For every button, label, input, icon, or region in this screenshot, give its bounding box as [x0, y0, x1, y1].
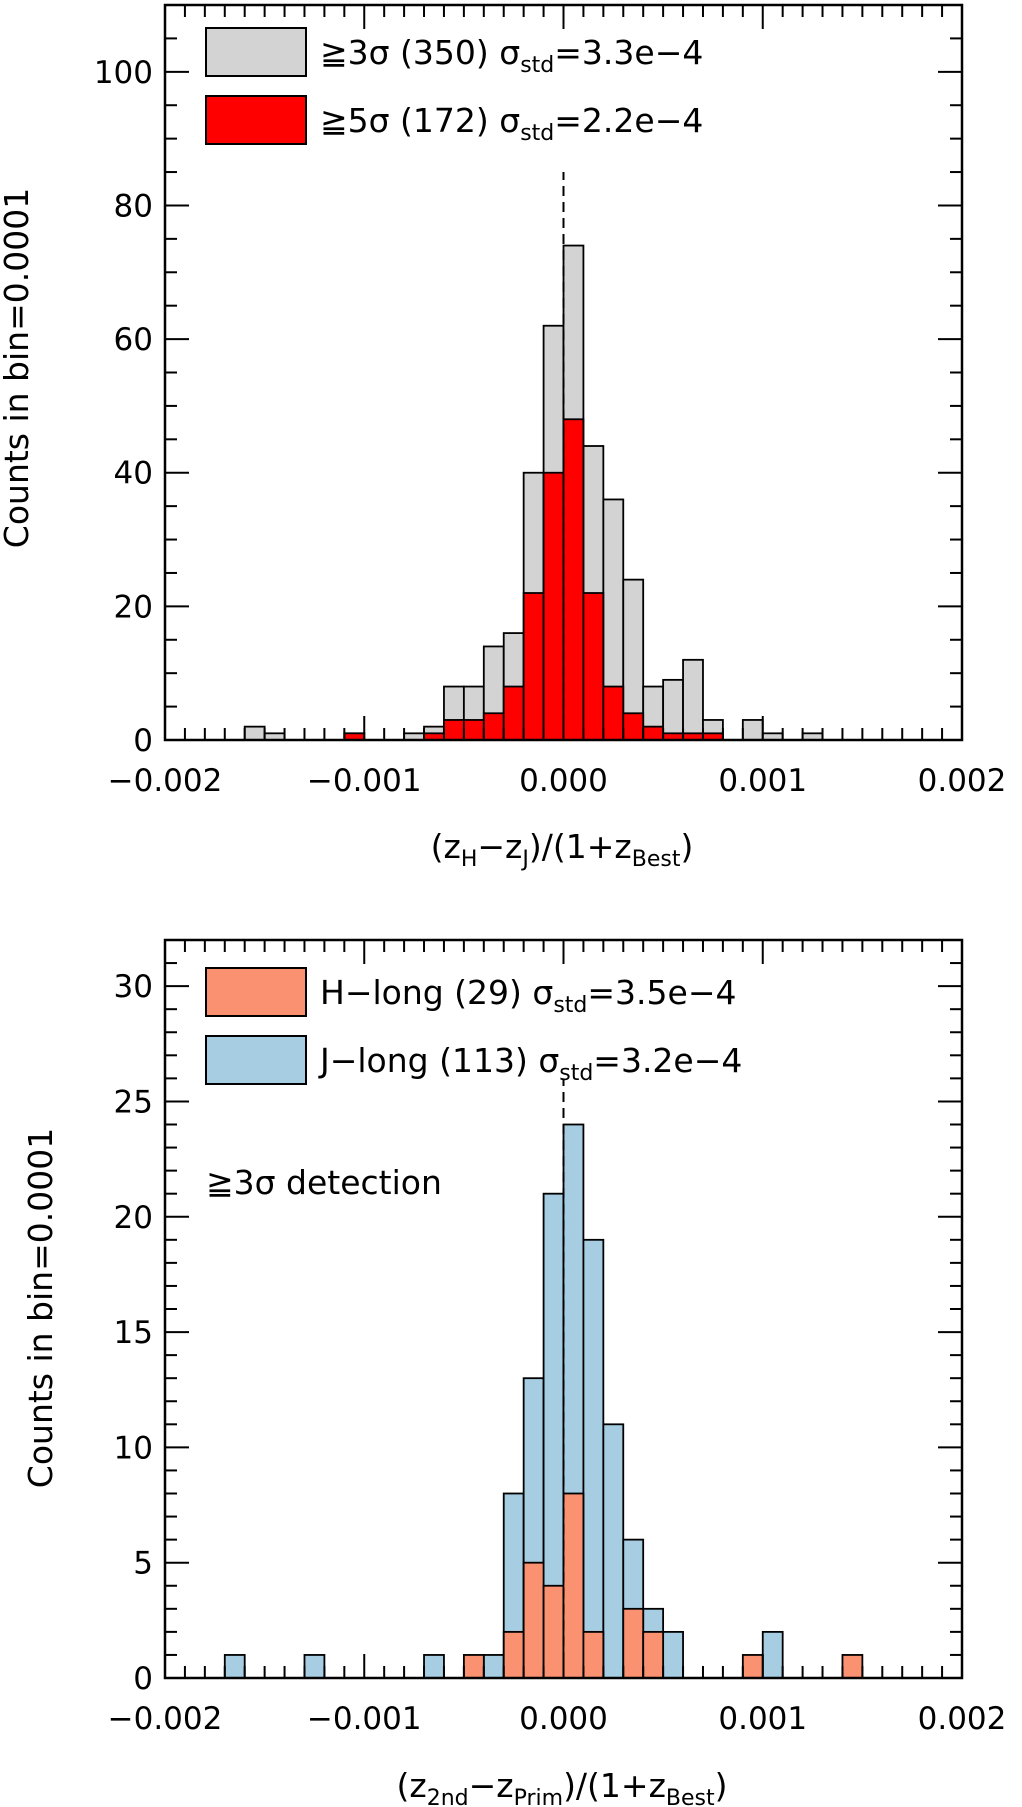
hist-bar-series-b — [482, 712, 505, 741]
x-tick-label: −0.001 — [307, 763, 422, 799]
x-tick-label: 0.002 — [918, 763, 1007, 799]
top-x-axis-title: (zH−zJ)/(1+zBest) — [431, 827, 694, 872]
y-tick-label: 20 — [114, 589, 153, 625]
x-tick-label: 0.000 — [519, 1701, 608, 1737]
hist-bar-series-b — [602, 685, 625, 741]
bottom-histogram-panel: H−long (29) σstd=3.5e−4 J−long (113) σst… — [21, 938, 1007, 1807]
detection-annotation: ≧3σ detection — [206, 1163, 442, 1202]
hist-bar-series-a — [602, 1423, 625, 1679]
y-tick-label: 15 — [114, 1315, 153, 1351]
hist-bar-series-a — [482, 1654, 505, 1679]
hist-bar-series-b — [522, 1561, 545, 1679]
bottom-legend: H−long (29) σstd=3.5e−4 J−long (113) σst… — [205, 967, 742, 1202]
hist-bar-series-b — [622, 1607, 645, 1679]
y-tick-label: 30 — [114, 969, 153, 1005]
y-tick-label: 0 — [133, 723, 153, 759]
hist-bar-series-a — [682, 658, 704, 741]
legend-swatch-h-long — [205, 967, 307, 1017]
x-tick-label: 0.001 — [718, 1701, 807, 1737]
hist-bar-series-b — [841, 1654, 864, 1679]
hist-bar-series-b — [542, 471, 565, 741]
legend-label-h-long: H−long (29) σstd=3.5e−4 — [320, 973, 736, 1018]
legend-label-3sigma: ≧3σ (350) σstd=3.3e−4 — [320, 33, 703, 78]
hist-bar-series-a — [662, 678, 684, 741]
hist-bar-series-b — [741, 1654, 764, 1679]
y-tick-label: 10 — [114, 1430, 153, 1466]
hist-bar-series-b — [522, 592, 545, 741]
hist-bar-series-b — [582, 592, 605, 741]
top-bars-layer — [243, 244, 824, 741]
legend-label-j-long: J−long (113) σstd=3.2e−4 — [318, 1041, 742, 1086]
legend-swatch-3sigma — [205, 27, 307, 77]
y-tick-label: 60 — [114, 322, 153, 358]
top-legend: ≧3σ (350) σstd=3.3e−4 ≧5σ (172) σstd=2.2… — [205, 27, 703, 146]
legend-swatch-5sigma — [205, 95, 307, 145]
legend-swatch-j-long — [205, 1035, 307, 1085]
hist-bar-series-b — [462, 719, 485, 741]
x-tick-label: 0.002 — [918, 1701, 1007, 1737]
bottom-axes: −0.002 −0.001 0.000 0.001 0.002 0 5 10 15 20 25 30 — [108, 938, 1007, 1737]
hist-bar-series-b — [462, 1654, 485, 1679]
y-tick-label: 20 — [114, 1200, 153, 1236]
x-tick-label: −0.001 — [307, 1701, 422, 1737]
hist-bar-series-a — [423, 1654, 445, 1679]
x-tick-label: 0.000 — [519, 763, 608, 799]
hist-bar-series-a — [243, 725, 266, 741]
x-tick-label: 0.001 — [718, 763, 807, 799]
hist-bar-series-b — [642, 725, 665, 741]
hist-bar-series-b — [582, 1630, 605, 1679]
top-axes: −0.002 −0.001 0.000 0.001 0.002 0 20 40 60 80 100 — [94, 3, 1007, 799]
y-tick-label: 80 — [114, 188, 153, 224]
hist-bar-series-b — [562, 418, 585, 741]
y-tick-label: 25 — [114, 1084, 153, 1120]
bottom-y-axis-title: Counts in bin=0.0001 — [21, 1128, 60, 1488]
legend-label-5sigma: ≧5σ (172) σstd=2.2e−4 — [320, 101, 703, 146]
x-tick-label: −0.002 — [108, 763, 223, 799]
hist-bar-series-b — [443, 719, 465, 741]
hist-bar-series-a — [223, 1654, 246, 1679]
hist-bar-series-b — [562, 1492, 585, 1679]
hist-bar-series-a — [582, 1238, 605, 1679]
hist-bar-series-b — [542, 1584, 565, 1679]
top-histogram-panel: ≧3σ (350) σstd=3.3e−4 ≧5σ (172) σstd=2.2… — [0, 3, 1007, 872]
hist-bar-series-a — [662, 1630, 684, 1679]
hist-bar-series-b — [642, 1630, 665, 1679]
hist-bar-series-a — [741, 719, 764, 741]
bottom-x-axis-title: (z2nd−zPrim)/(1+zBest) — [397, 1766, 728, 1807]
hist-bar-series-a — [303, 1654, 326, 1679]
y-tick-label: 0 — [133, 1661, 153, 1697]
bottom-bars-layer — [223, 1123, 864, 1679]
top-y-axis-title: Counts in bin=0.0001 — [0, 188, 36, 548]
hist-bar-series-b — [622, 712, 645, 741]
y-tick-label: 5 — [133, 1546, 153, 1582]
hist-bar-series-b — [502, 685, 525, 741]
y-tick-label: 100 — [94, 55, 153, 91]
x-tick-label: −0.002 — [108, 1701, 223, 1737]
hist-bar-series-a — [761, 1630, 784, 1679]
y-tick-label: 40 — [114, 456, 153, 492]
hist-bar-series-b — [502, 1630, 525, 1679]
